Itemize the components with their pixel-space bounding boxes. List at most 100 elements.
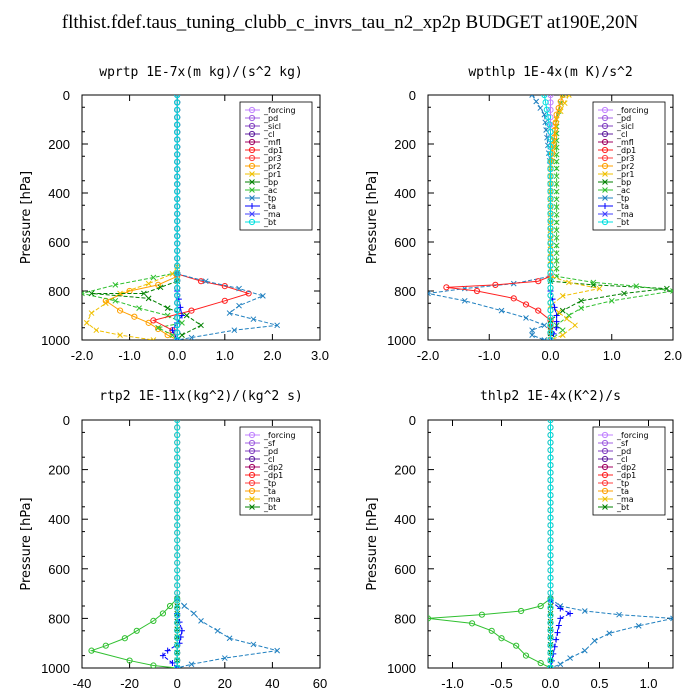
legend-item: _ta	[245, 487, 276, 496]
data-point	[535, 278, 542, 285]
legend-item: _tp	[245, 194, 276, 203]
data-point	[566, 279, 572, 286]
data-point	[547, 143, 554, 150]
data-point	[547, 277, 554, 284]
data-point	[174, 484, 181, 491]
data-point	[191, 610, 197, 617]
plot-frame	[81, 94, 321, 341]
data-point	[547, 582, 554, 589]
data-point	[529, 95, 535, 98]
data-point	[174, 255, 181, 262]
data-point	[112, 282, 119, 288]
data-point	[145, 295, 152, 302]
y-tick-label: 400	[394, 186, 416, 201]
data-point	[174, 649, 181, 657]
legend-label: _tp	[616, 479, 629, 488]
legend-marker	[249, 195, 255, 201]
y-tick-label: 0	[409, 413, 416, 428]
data-point	[553, 204, 560, 210]
data-point	[112, 297, 119, 304]
data-point	[621, 290, 627, 297]
data-point	[174, 166, 181, 173]
data-point	[174, 240, 181, 247]
data-point	[82, 290, 85, 297]
y-tick-label: 1000	[387, 333, 416, 348]
legend-label: _pd	[263, 114, 278, 123]
series-line-tp	[550, 598, 673, 668]
x-tick-label: 60	[313, 676, 327, 691]
data-point	[547, 657, 554, 664]
data-point	[174, 537, 181, 544]
data-point	[236, 302, 242, 309]
data-point	[608, 297, 615, 304]
data-point	[670, 615, 673, 622]
legend-marker	[601, 218, 609, 226]
legend-marker	[601, 106, 609, 114]
data-point	[547, 232, 554, 239]
legend-label: _bt	[616, 218, 629, 227]
data-point	[547, 604, 554, 611]
data-point	[591, 637, 598, 644]
data-point	[174, 446, 181, 454]
y-tick-label: 400	[394, 512, 416, 527]
data-point	[616, 611, 622, 618]
legend-marker	[249, 504, 255, 510]
data-point	[179, 319, 185, 326]
legend-item: _pr1	[598, 170, 634, 179]
data-point	[174, 203, 181, 210]
data-point	[547, 424, 554, 431]
legend-label: _ta	[616, 487, 629, 496]
series-line-dp1	[89, 598, 178, 668]
y-tick-label: 600	[48, 235, 70, 250]
y-tick-label: 400	[48, 186, 70, 201]
legend-label: _dp1	[616, 471, 636, 480]
data-point	[529, 327, 535, 334]
legend-label: _mfl	[616, 138, 634, 147]
data-point	[547, 329, 554, 336]
data-point	[188, 334, 195, 340]
data-point	[174, 277, 181, 284]
legend-box	[239, 426, 313, 516]
data-point	[174, 247, 181, 255]
data-point	[174, 439, 181, 446]
panel-title: wprtp 1E-7x(m kg)/(s^2 kg)	[99, 65, 303, 80]
y-tick-label: 0	[63, 88, 70, 103]
data-point	[461, 297, 468, 304]
data-point	[174, 218, 181, 225]
legend-label: _mfl	[263, 138, 281, 147]
data-point	[635, 622, 642, 629]
data-area	[428, 420, 673, 668]
x-tick-label: -1.0	[118, 348, 140, 363]
legend-item: _bt	[245, 503, 276, 512]
x-tick-label: 20	[218, 676, 232, 691]
legend-label: _dp1	[616, 146, 636, 155]
data-point	[547, 522, 554, 529]
legend-item: _cl	[598, 130, 628, 139]
data-point	[473, 287, 481, 295]
data-point	[164, 305, 171, 312]
y-axis-label: Pressure [hPa]	[19, 171, 34, 264]
data-point	[553, 234, 560, 241]
data-point	[498, 635, 505, 642]
data-point	[523, 315, 529, 321]
data-point	[547, 627, 554, 634]
legend-label: _ac	[263, 186, 277, 195]
y-tick-label: 800	[394, 611, 416, 626]
data-point	[177, 634, 184, 640]
data-point	[174, 336, 181, 340]
y-tick-label: 0	[409, 88, 416, 103]
data-point	[633, 283, 640, 289]
data-point	[547, 225, 554, 232]
legend-item: _pd	[598, 114, 631, 123]
data-point	[157, 284, 164, 291]
data-point	[544, 134, 550, 141]
legend-marker	[601, 463, 609, 471]
y-tick-label: 1000	[41, 333, 70, 348]
legend-label: _pr2	[616, 162, 634, 171]
plot-frame	[81, 419, 321, 669]
data-point	[174, 424, 181, 431]
data-point	[274, 322, 281, 329]
data-point	[126, 657, 133, 664]
data-point	[198, 322, 204, 329]
legend-box	[592, 426, 666, 516]
